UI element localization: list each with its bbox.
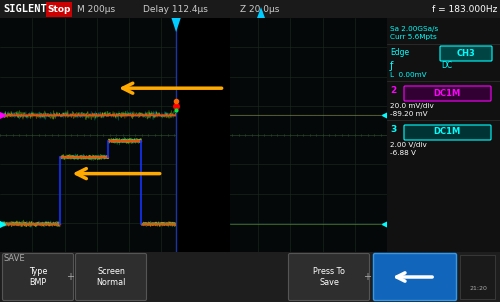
Text: SAVE: SAVE <box>4 254 26 263</box>
Text: -89.20 mV: -89.20 mV <box>390 111 428 117</box>
FancyBboxPatch shape <box>404 125 491 140</box>
Text: Z 20.0μs: Z 20.0μs <box>240 5 280 14</box>
Text: Edge: Edge <box>390 48 409 57</box>
Text: +: + <box>363 272 371 282</box>
FancyBboxPatch shape <box>288 253 370 300</box>
Text: Sa 2.00GSa/s: Sa 2.00GSa/s <box>390 26 438 32</box>
Text: Stop: Stop <box>48 5 70 14</box>
Text: Screen
Normal: Screen Normal <box>96 267 126 287</box>
Text: 21:20: 21:20 <box>470 286 488 291</box>
Text: SIGLENT: SIGLENT <box>3 4 47 14</box>
Text: f = 183.000Hz: f = 183.000Hz <box>432 5 497 14</box>
Text: L  0.00mV: L 0.00mV <box>390 72 426 78</box>
FancyBboxPatch shape <box>2 253 74 300</box>
Text: Delay 112.4μs: Delay 112.4μs <box>142 5 208 14</box>
Polygon shape <box>257 7 265 18</box>
Text: -6.88 V: -6.88 V <box>390 150 416 156</box>
Bar <box>46 2 72 17</box>
Text: 2: 2 <box>390 86 396 95</box>
Text: 2.00 V/div: 2.00 V/div <box>390 142 427 148</box>
Bar <box>460 255 495 299</box>
Text: DC: DC <box>441 61 452 70</box>
Bar <box>176 18 231 252</box>
FancyBboxPatch shape <box>404 86 491 101</box>
Text: 20.0 mV/div: 20.0 mV/div <box>390 103 434 109</box>
FancyBboxPatch shape <box>76 253 146 300</box>
FancyBboxPatch shape <box>440 46 492 61</box>
Text: DC1M: DC1M <box>434 127 460 137</box>
Text: Curr 5.6Mpts: Curr 5.6Mpts <box>390 34 437 40</box>
Polygon shape <box>172 18 180 32</box>
Text: M 200μs: M 200μs <box>77 5 115 14</box>
Text: Press To
Save: Press To Save <box>313 267 345 287</box>
Text: 3: 3 <box>390 125 396 134</box>
Text: DC1M: DC1M <box>434 88 460 98</box>
Text: CH3: CH3 <box>456 49 475 57</box>
FancyBboxPatch shape <box>374 253 456 300</box>
Text: ƒ: ƒ <box>390 61 394 71</box>
Text: Type
BMP: Type BMP <box>29 267 47 287</box>
Text: +: + <box>66 272 74 282</box>
